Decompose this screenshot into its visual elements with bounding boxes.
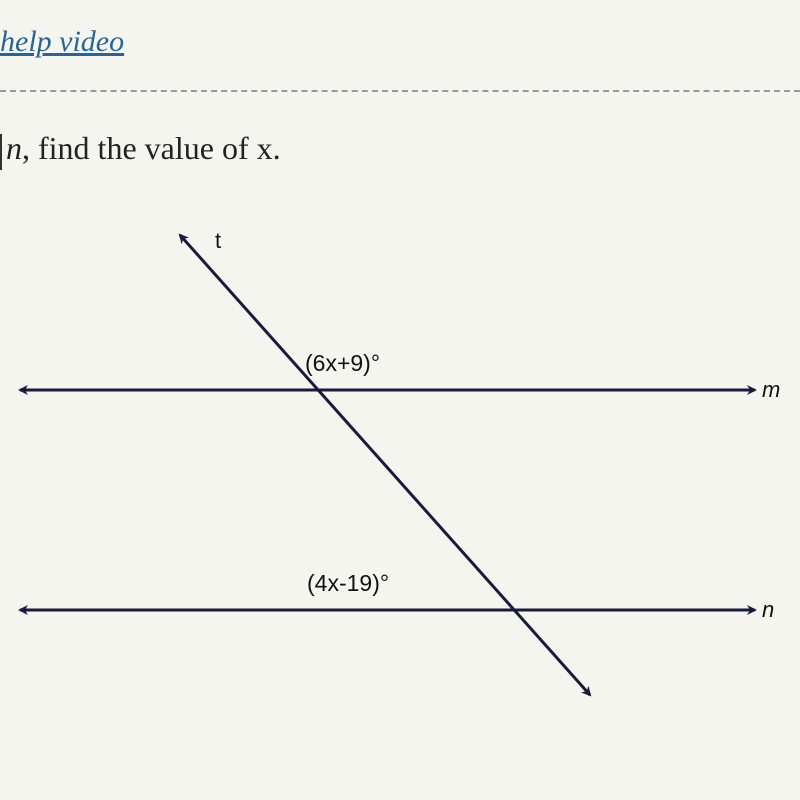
content-panel: help video n, find the value of x. t m n	[0, 0, 800, 800]
section-divider	[0, 90, 800, 92]
line-t	[180, 235, 590, 695]
problem-rest: , find the value of x.	[22, 130, 281, 166]
angle-upper: (6x+9)°	[305, 350, 380, 377]
geometry-diagram: t m n (6x+9)° (4x-19)°	[0, 210, 800, 710]
diagram-svg	[0, 210, 800, 710]
help-video-link[interactable]: help video	[0, 25, 124, 59]
label-t: t	[215, 228, 221, 254]
problem-statement: n, find the value of x.	[0, 130, 281, 170]
problem-var: n	[6, 130, 22, 166]
angle-lower: (4x-19)°	[307, 570, 389, 597]
label-m: m	[762, 377, 780, 403]
label-n: n	[762, 597, 774, 623]
